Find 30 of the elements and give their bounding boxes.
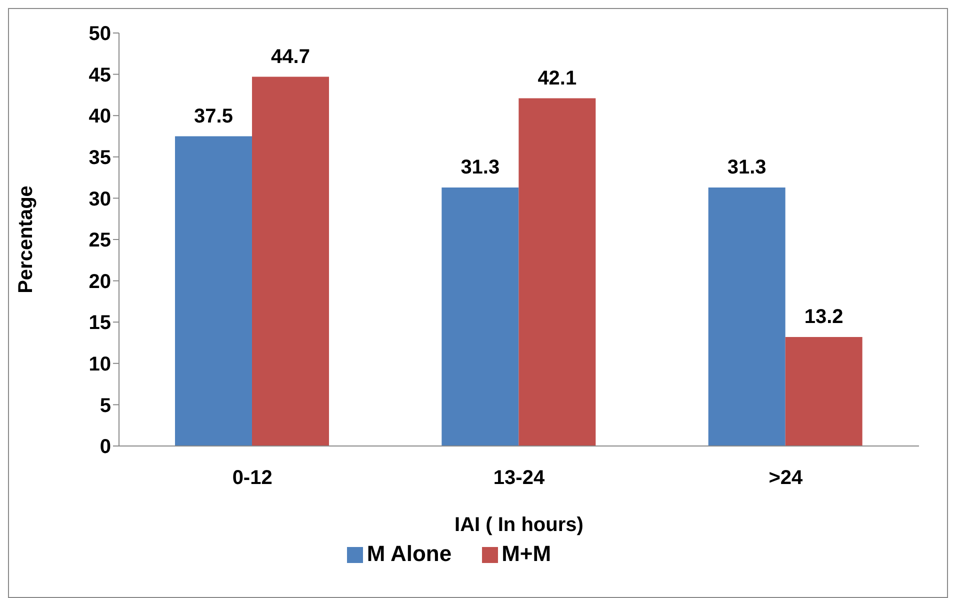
y-tick-label: 45 [88, 64, 111, 86]
legend-label: M+M [502, 541, 552, 566]
y-tick-label: 25 [88, 230, 111, 252]
y-tick-label: 20 [88, 270, 111, 293]
legend-label: M Alone [366, 541, 452, 566]
y-tick-label: 15 [88, 312, 111, 334]
data-label: 44.7 [271, 46, 310, 68]
x-axis-title: IAI ( In hours) [454, 514, 584, 536]
data-label: 31.3 [460, 156, 500, 178]
data-label: 31.3 [727, 156, 766, 178]
y-tick-label: 50 [88, 23, 111, 46]
data-label: 37.5 [194, 105, 233, 128]
y-axis-title: Percentage [15, 186, 38, 294]
y-tick-label: 30 [88, 188, 111, 210]
x-tick-label: 0-12 [232, 467, 272, 490]
bar [785, 336, 862, 446]
x-tick-label: 13-24 [493, 467, 546, 490]
bar [252, 76, 329, 446]
bar [442, 187, 519, 446]
bar [175, 136, 252, 446]
data-label: 42.1 [538, 67, 577, 90]
bar [708, 187, 786, 446]
y-tick-label: 35 [88, 147, 111, 169]
y-tick-label: 5 [100, 394, 111, 417]
bar [518, 98, 596, 446]
y-tick-label: 40 [88, 106, 111, 128]
data-label: 13.2 [804, 306, 844, 328]
x-tick-label: >24 [768, 467, 804, 490]
y-tick-label: 10 [88, 354, 111, 376]
y-tick-label: 0 [100, 436, 111, 458]
